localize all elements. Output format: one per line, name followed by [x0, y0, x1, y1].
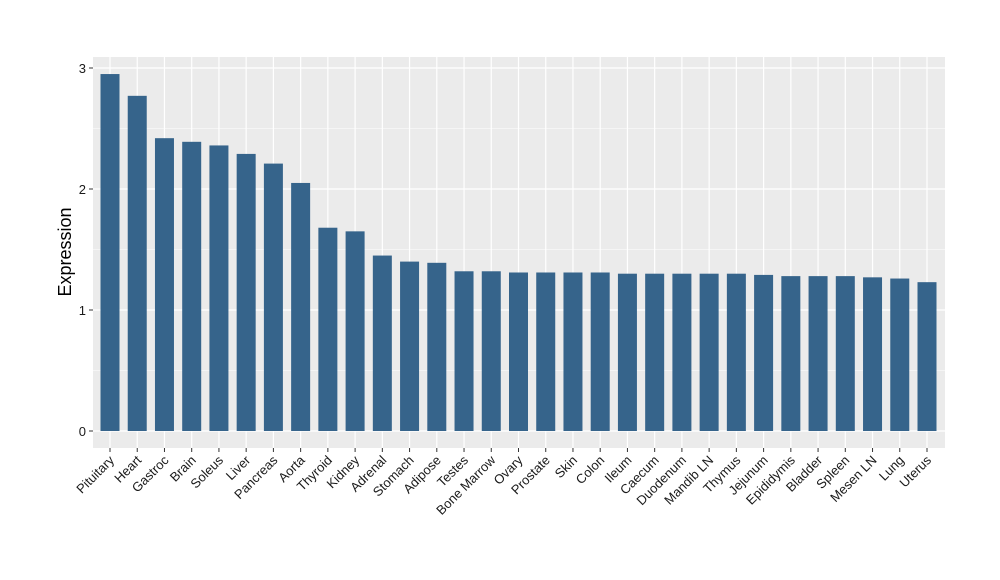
- bar-spleen: [835, 276, 855, 431]
- x-tick-label: Colon: [573, 453, 608, 488]
- y-tick-label: 1: [79, 303, 86, 318]
- y-tick-label: 3: [79, 61, 86, 76]
- bar-thyroid: [318, 227, 338, 431]
- bar-gastroc: [154, 138, 174, 431]
- bar-lung: [890, 278, 910, 431]
- bar-caecum: [645, 273, 665, 431]
- bar-skin: [563, 272, 583, 431]
- bar-stomach: [400, 261, 420, 431]
- y-axis-label: Expression: [55, 207, 75, 296]
- y-tick-label: 0: [79, 424, 86, 439]
- bar-ileum: [617, 273, 637, 431]
- bar-jejunum: [754, 274, 774, 431]
- bar-ovary: [509, 272, 528, 431]
- bar-adrenal: [372, 255, 392, 431]
- bar-aorta: [291, 182, 311, 431]
- bar-mesen-ln: [863, 277, 883, 431]
- x-tick-label: Uterus: [896, 452, 934, 490]
- bar-liver: [236, 153, 256, 431]
- bar-kidney: [345, 231, 365, 431]
- bar-adipose: [427, 262, 447, 431]
- bar-soleus: [209, 145, 229, 431]
- bar-prostate: [536, 272, 556, 431]
- bar-bladder: [808, 276, 828, 431]
- bar-brain: [182, 141, 202, 431]
- bar-heart: [127, 95, 147, 431]
- bar-pituitary: [100, 74, 120, 432]
- bar-duodenum: [672, 273, 692, 431]
- bar-bone-marrow: [481, 271, 501, 431]
- bar-thymus: [726, 273, 746, 431]
- y-tick-label: 2: [79, 182, 86, 197]
- bar-uterus: [917, 282, 937, 431]
- bar-colon: [590, 272, 610, 431]
- bar-mandib-ln: [699, 273, 719, 431]
- bar-testes: [454, 271, 474, 431]
- bar-epididymis: [781, 276, 801, 431]
- bar-pancreas: [263, 163, 283, 431]
